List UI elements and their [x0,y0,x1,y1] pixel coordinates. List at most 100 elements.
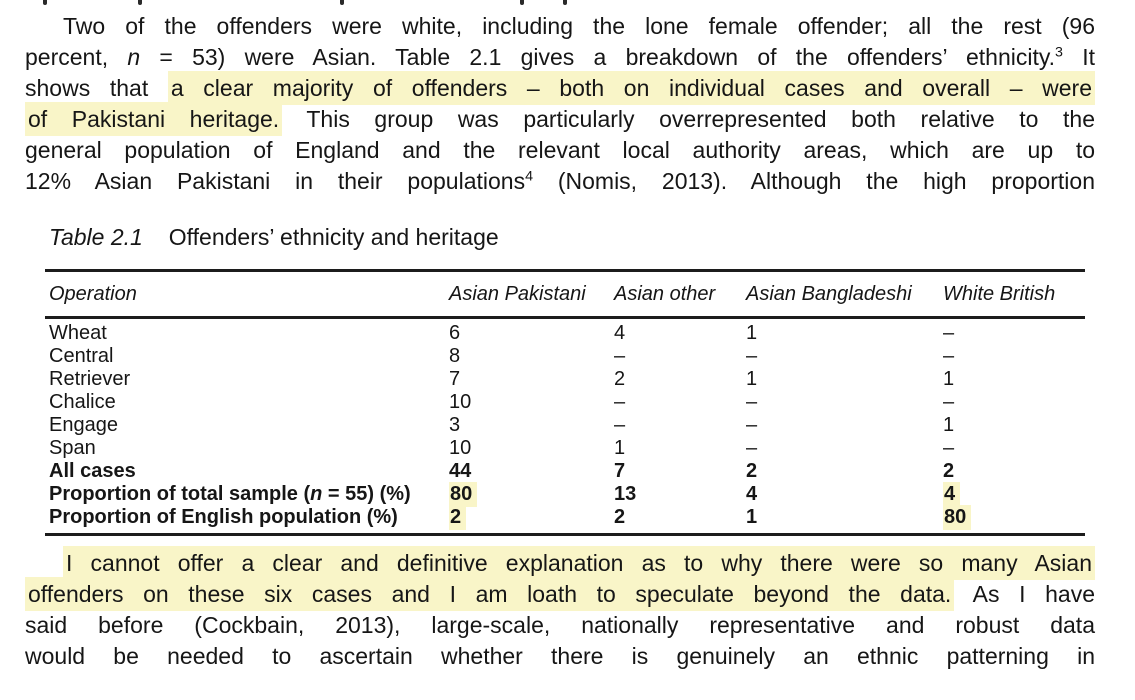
text-segment: It [1062,44,1096,70]
table-cell: 4 [614,322,746,345]
table-caption: Table 2.1 Offenders’ ethnicity and herita… [49,224,1085,251]
table-row: Proportion of English population (%) 2 2 1 8… [45,505,1085,530]
table-cell: – [746,437,943,460]
table-cell: – [746,391,943,414]
row-label: Chalice [45,391,449,414]
text-segment: 3 [1055,44,1063,70]
cell-value: 3 [449,414,461,436]
table-cell: – [614,414,746,437]
table-cell: – [943,345,1085,368]
highlighted-value: 4 [943,482,961,507]
table-row: Proportion of total sample (n = 55) (%) 8… [45,482,1085,507]
cell-value: – [746,391,758,413]
table-cell: 2 [449,505,614,530]
table-title-text: Offenders’ ethnicity and heritage [168,224,499,250]
cell-value: – [614,345,626,367]
clipped-glyph-fragment [340,0,344,5]
cell-value: 1 [746,322,758,344]
column-header: Asian Bangladeshi [746,283,912,305]
table-cell: 3 [449,414,614,437]
text-segment: n [310,483,323,505]
cell-value: – [943,437,955,459]
table-cell: 2 [614,368,746,391]
paragraph-line: would be needed to ascertain whether the… [25,641,1095,672]
paragraph-line: offenders on these six cases and I am lo… [25,577,1095,611]
paragraph-line: Two of the offenders were white, includi… [25,11,1095,42]
table-cell: 4 [943,482,1085,507]
cell-value: 44 [449,460,472,482]
table-rule-top [45,269,1085,272]
cell-value: 2 [943,460,955,482]
cell-value: 4 [746,483,758,505]
cell-value: 2 [614,506,626,528]
text-segment: would be needed to ascertain whether the… [25,643,1095,669]
highlighted-text: offenders on these six cases and I am lo… [25,577,955,611]
footnote-marker: 3 [1055,44,1063,61]
table-cell: 2 [746,460,943,483]
table-cell: 1 [614,437,746,460]
text-segment: Proportion of English population (%) [49,506,398,528]
column-header: Asian Pakistani [449,283,586,305]
text-segment: Chalice [49,391,116,413]
table-cell: 1 [746,368,943,391]
cell-value: 2 [746,460,758,482]
paragraph-line: of Pakistani heritage. This group was pa… [25,102,1096,136]
table-number: Table 2.1 [49,224,143,250]
table-row: Engage 3 – – 1 [45,414,1085,437]
table-cell: 1 [746,506,943,529]
table-cell: 7 [614,460,746,483]
table-row: Span 10 1 – – [45,437,1085,460]
text-segment: = 53) were Asian. Table 2.1 gives a brea… [140,44,1056,70]
cell-value: 10 [449,391,472,413]
cell-value: – [943,322,955,344]
table-cell: – [943,322,1085,345]
table-cell: 2 [614,506,746,529]
table-cell: – [614,391,746,414]
cell-value: 7 [449,368,461,390]
clipped-glyph-fragment [520,0,524,5]
row-label: Proportion of English population (%) [45,506,449,529]
cell-value: – [614,414,626,436]
table-row: Chalice 10 – – – [45,391,1085,414]
table-cell: 80 [449,482,614,507]
table-row: All cases 44 7 2 2 [45,460,1085,483]
table-cell: 4 [746,483,943,506]
cell-value: – [943,345,955,367]
text-segment: (Nomis, 2013). Although the high proport… [533,168,1095,194]
table-cell: 13 [614,483,746,506]
table-body: Wheat 6 4 1– Central 8– – – Retriever 7 2 1 1 Chalice… [45,319,1085,533]
cell-value: 1 [746,368,758,390]
text-segment: As I have [954,581,1095,607]
cell-value: – [746,345,758,367]
cell-value: 1 [614,437,626,459]
table-cell: 1 [943,368,1085,391]
table-row: Wheat 6 4 1 – [45,322,1085,345]
cell-value: 1 [943,368,955,390]
row-label: All cases [45,460,449,483]
cell-value: 10 [449,437,472,459]
table-cell: 2 [943,460,1085,483]
table-cell: – [943,391,1085,414]
table-cell: 10 [449,437,614,460]
column-header: Asian other [614,283,716,305]
cell-value: 13 [614,483,637,505]
table-cell: 44 [449,460,614,483]
clipped-text-fragments [0,0,1135,6]
table-rule-header [45,316,1085,319]
clipped-glyph-fragment [43,0,47,5]
text-segment: 4 [525,168,533,194]
text-segment: Proportion of total sample ( [49,483,311,505]
text-segment: n [127,44,141,70]
table-cell: – [746,345,943,368]
cell-value: – [943,391,955,413]
paragraph-line: I cannot offer a clear and definitive ex… [25,546,1095,580]
text-segment: Span [49,437,96,459]
text-segment: Central [49,345,114,367]
text-segment: general population of England and the re… [25,137,1095,163]
row-label: Wheat [45,322,449,345]
footnote-marker: 4 [525,168,534,185]
table-rule-bottom [45,533,1085,536]
table-row: Central 8 – – – [45,345,1085,368]
text-segment: This group was particularly overrepresen… [282,106,1096,132]
